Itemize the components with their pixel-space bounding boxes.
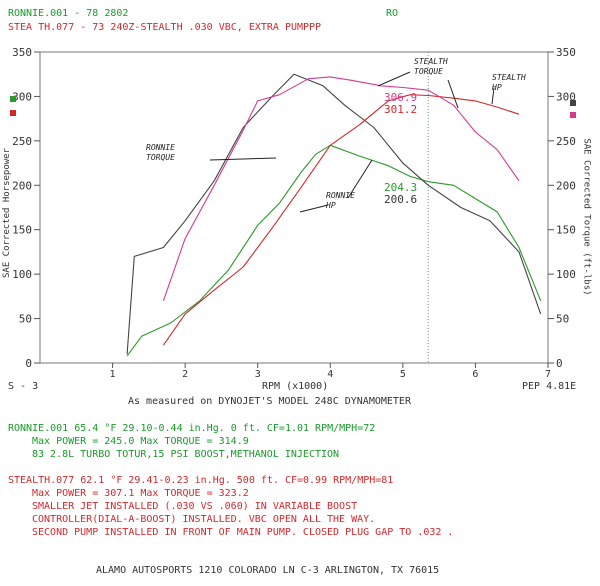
annotation-stealth-hp: HP	[491, 83, 502, 92]
run2-line4: CONTROLLER(DIAL-A-BOOST) INSTALLED. VBC …	[32, 514, 376, 525]
run1-line3: 83 2.8L TURBO TOTUR,15 PSI BOOST,METHANO…	[32, 449, 340, 460]
x-tick-label: 1	[110, 369, 116, 380]
y-tick-label: 150	[12, 224, 32, 237]
legend-green-square	[10, 96, 16, 102]
x-tick-label: 2	[182, 369, 188, 380]
annotation-ronnie-torque: TORQUE	[146, 153, 175, 162]
legend-red-square	[10, 110, 16, 116]
y-tick-label: 300	[12, 90, 32, 103]
annotation-ronnie-hp: RONNIE	[326, 191, 355, 200]
y-axis-right-label: SAE Corrected Torque (ft-lbs)	[581, 138, 592, 296]
annotation-arrow	[377, 71, 411, 87]
series-stealth-hp	[162, 94, 520, 346]
annotation-stealth-torque: TORQUE	[414, 67, 443, 76]
annotation-arrow	[299, 204, 329, 213]
run1-tag: RO	[386, 8, 399, 19]
x-tick-label: 6	[472, 369, 478, 380]
legend-dark-square	[570, 100, 576, 106]
run1-line1: RONNIE.001 65.4 °F 29.10-0.44 in.Hg. 0 f…	[8, 423, 376, 434]
y-tick-label: 250	[12, 135, 32, 148]
cursor-readout: 306.9	[384, 91, 417, 104]
chart-series	[126, 73, 542, 357]
annotation-arrow	[447, 79, 459, 109]
y-tick-label-right: 0	[556, 357, 563, 370]
annotation-arrow	[347, 159, 373, 199]
run2-line3: SMALLER JET INSTALLED (.030 VS .060) IN …	[32, 501, 358, 512]
right-code: PEP 4.81E	[522, 381, 577, 392]
y-tick-label: 350	[12, 46, 32, 59]
annotation-stealth-torque: STEALTH	[414, 57, 448, 66]
cursor-readout: 204.3	[384, 181, 417, 194]
y-tick-label-right: 150	[556, 224, 576, 237]
y-tick-label: 50	[19, 313, 32, 326]
run2-line5: SECOND PUMP INSTALLED IN FRONT OF MAIN P…	[32, 527, 454, 538]
series-stealth-torque	[162, 76, 520, 301]
run1-line2: Max POWER = 245.0 Max TORQUE = 314.9	[32, 436, 249, 447]
legend-pink-square	[570, 112, 576, 118]
plot-frame	[39, 51, 549, 364]
x-tick-label: 5	[400, 369, 406, 380]
y-tick-label-right: 250	[556, 135, 576, 148]
run2-line2: Max POWER = 307.1 Max TORQUE = 323.2	[32, 488, 249, 499]
shop-footer: ALAMO AUTOSPORTS 1210 COLORADO LN C-3 AR…	[96, 565, 440, 576]
annotation-arrow	[209, 157, 277, 161]
series-ronnie-hp	[126, 144, 542, 357]
annotation-arrow	[491, 87, 495, 105]
y-tick-label: 100	[12, 268, 32, 281]
cursor-readout: 200.6	[384, 193, 417, 206]
y-tick-label-right: 100	[556, 268, 576, 281]
chart-marks: 306.9301.2204.3200.6STEALTHTORQUESTEALTH…	[146, 57, 526, 213]
x-tick-label: 3	[255, 369, 261, 380]
annotation-ronnie-torque: RONNIE	[146, 143, 175, 152]
cursor-readout: 301.2	[384, 103, 417, 116]
left-code: S - 3	[8, 381, 39, 392]
annotation-stealth-hp: STEALTH	[492, 73, 526, 82]
y-tick-label-right: 200	[556, 179, 576, 192]
run2-header: STEA TH.077 - 73 240Z-STEALTH .030 VBC, …	[8, 22, 322, 33]
annotation-ronnie-hp: HP	[325, 201, 336, 210]
y-tick-label: 200	[12, 179, 32, 192]
dyno-caption: As measured on DYNOJET'S MODEL 248C DYNA…	[128, 396, 411, 407]
x-tick-label: 4	[327, 369, 333, 380]
run2-line1: STEALTH.077 62.1 °F 29.41-0.23 in.Hg. 50…	[8, 475, 394, 486]
x-axis-label: RPM (x1000)	[262, 381, 329, 392]
run1-header: RONNIE.001 - 78 2802	[8, 8, 129, 19]
y-axis-left-label: SAE Corrected Horsepower	[2, 147, 13, 279]
y-tick-label: 0	[25, 357, 32, 370]
x-tick-label: 7	[545, 369, 551, 380]
series-ronnie-torque	[126, 73, 542, 355]
y-tick-label-right: 50	[556, 313, 569, 326]
y-tick-label-right: 350	[556, 46, 576, 59]
